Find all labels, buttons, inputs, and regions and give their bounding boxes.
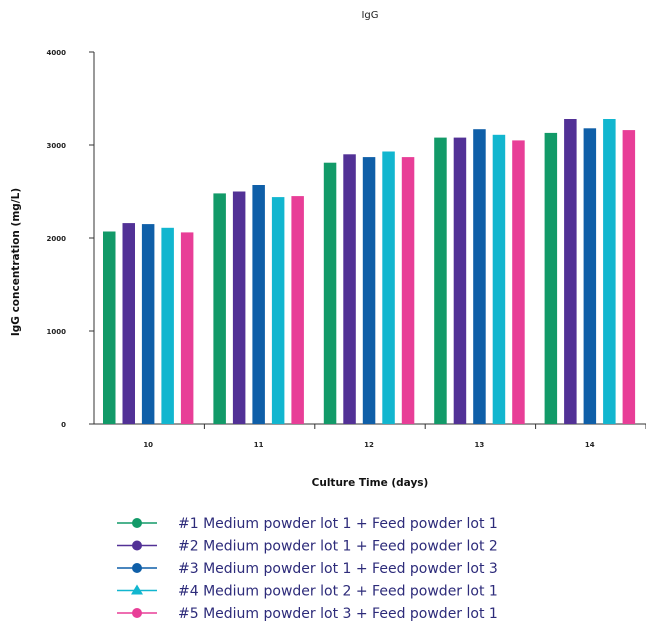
bar [453, 137, 467, 424]
bar [583, 128, 597, 425]
legend-item: #5 Medium powder lot 3 + Feed powder lot… [117, 606, 498, 622]
legend-label: #4 Medium powder lot 2 + Feed powder lot… [178, 584, 498, 600]
bar [544, 132, 558, 424]
bar [103, 231, 116, 424]
legend-label: #3 Medium powder lot 1 + Feed powder lot… [178, 561, 498, 577]
legend-marker-circle [132, 540, 142, 551]
legend-item: #1 Medium powder lot 1 + Feed powder lot… [117, 516, 498, 532]
bar [122, 223, 135, 424]
bar [401, 157, 415, 424]
legend-marker-circle [132, 608, 142, 618]
y-tick-label: 2000 [47, 235, 67, 243]
legend-marker-circle [132, 518, 142, 528]
bar [362, 157, 376, 424]
legend-item: #4 Medium powder lot 2 + Feed powder lot… [117, 584, 498, 600]
bar [512, 140, 525, 424]
legend-label: #5 Medium powder lot 3 + Feed powder lot… [178, 606, 498, 622]
bar [492, 134, 506, 425]
y-tick-label: 1000 [47, 328, 67, 336]
x-axis-title: Culture Time (days) [312, 477, 429, 489]
bar [473, 129, 486, 424]
legend-item: #3 Medium powder lot 1 + Feed powder lot… [117, 561, 498, 577]
bar [323, 162, 337, 424]
bar [271, 197, 285, 424]
plot-area: 0 1000 2000 3000 4000 10 11 12 13 14 [47, 49, 646, 449]
legend: #1 Medium powder lot 1 + Feed powder lot… [117, 516, 498, 622]
x-tick-label: 11 [254, 441, 264, 449]
bar [603, 119, 616, 424]
bar [141, 224, 155, 424]
y-tick-label: 0 [61, 421, 66, 429]
x-tick-label: 12 [364, 441, 374, 449]
bar [291, 196, 304, 424]
legend-item: #2 Medium powder lot 1 + Feed powder lot… [117, 539, 498, 555]
y-axis-title: IgG concentration (mg/L) [10, 188, 22, 336]
bar [161, 227, 174, 424]
bar [232, 191, 246, 424]
y-tick-label: 4000 [47, 49, 67, 57]
x-tick-label: 10 [143, 441, 153, 449]
bar [622, 130, 636, 424]
bar [434, 137, 447, 424]
bar [180, 232, 194, 424]
bar [343, 154, 356, 425]
bar [213, 193, 226, 424]
bar [382, 151, 395, 424]
legend-marker-triangle [131, 584, 143, 595]
x-tick-label: 13 [475, 441, 485, 449]
y-tick-label: 3000 [47, 142, 67, 150]
legend-label: #2 Medium powder lot 1 + Feed powder lot… [178, 539, 498, 555]
bar [564, 119, 577, 424]
x-tick-label: 14 [585, 441, 595, 449]
chart-title: IgG [361, 10, 378, 21]
legend-label: #1 Medium powder lot 1 + Feed powder lot… [178, 516, 498, 532]
legend-marker-circle [132, 563, 142, 573]
bar [252, 185, 265, 424]
